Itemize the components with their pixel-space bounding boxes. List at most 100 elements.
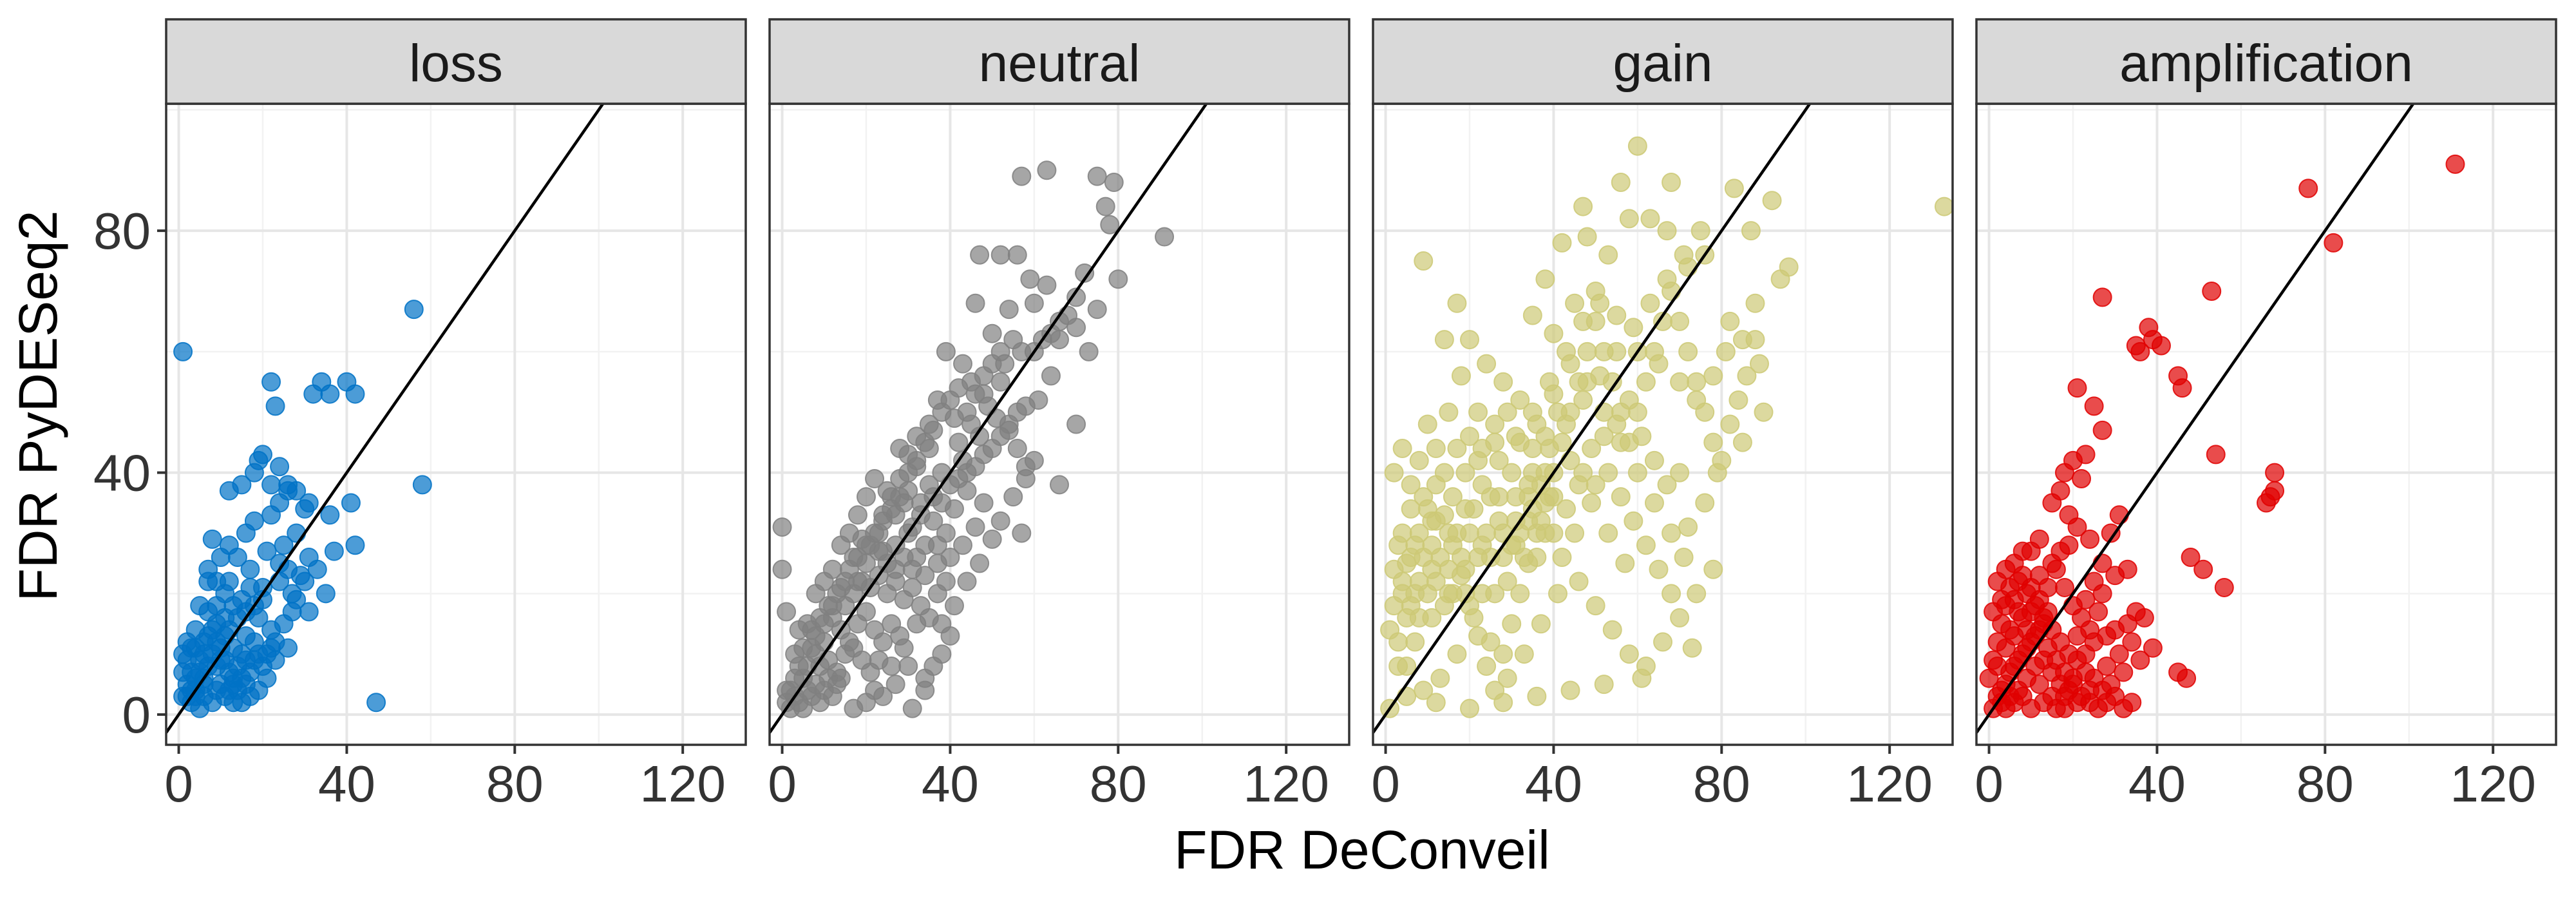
data-point [1439,402,1459,422]
data-point [173,686,193,706]
data-point [1607,305,1627,325]
facet-label-neutral: neutral [979,34,1141,93]
data-point [1569,475,1589,495]
data-point [1670,311,1690,331]
data-point [1100,215,1120,235]
data-point [953,535,972,555]
data-point [944,596,964,616]
data-point [1409,608,1429,628]
data-point [2009,602,2029,622]
data-point [1037,160,1057,180]
data-point [2193,559,2213,579]
data-point [2114,662,2134,682]
data-point [793,698,813,718]
panel-amplification: amplification 0 40 80 120 [1975,18,2557,812]
data-point [2076,590,2096,609]
data-point [822,596,842,616]
data-point [1075,263,1095,283]
data-point [1477,523,1497,543]
data-point [1477,656,1497,676]
x-tick-label: 40 [1525,755,1582,812]
data-point [1602,620,1622,640]
data-point [257,541,277,561]
data-point [936,341,956,361]
data-point [2181,548,2201,568]
data-point [2054,698,2074,718]
data-point [1594,341,1614,361]
data-point [1720,414,1740,434]
identity-line [770,104,1209,734]
data-point [1582,493,1602,513]
data-point [1522,402,1542,422]
x-tick-label: 40 [2128,755,2186,812]
data-point [1552,432,1572,452]
data-point [814,614,834,634]
data-point [1422,511,1442,531]
data-point [865,523,885,543]
data-point [1430,668,1450,688]
identity-line [1976,104,2416,734]
data-point [2084,571,2104,591]
data-point [886,675,905,695]
data-point [1745,293,1765,313]
data-point [1016,468,1036,488]
data-point [1531,614,1551,634]
data-point [1041,366,1061,386]
data-point [2134,608,2154,628]
data-point [2042,493,2062,513]
data-point [1443,487,1463,507]
data-point [270,457,290,477]
data-point [990,245,1010,265]
data-point [2017,620,2037,640]
points-loss [166,104,605,734]
data-point [999,300,1019,320]
data-point [1426,571,1446,591]
data-point [1569,372,1589,392]
data-point [873,632,893,652]
x-tick-label: 80 [1693,755,1750,812]
data-point [970,245,990,265]
data-point [999,420,1019,440]
data-point [1569,571,1589,591]
data-point [261,475,281,495]
data-point [1066,318,1086,338]
data-point [404,300,424,320]
data-point [965,517,985,537]
data-point [1477,354,1497,374]
data-point [1007,402,1027,422]
identity-line [1373,104,1812,734]
data-point [2172,378,2192,398]
y-tick-label: 0 [122,686,151,744]
data-point [1535,269,1555,289]
data-point [1690,221,1710,241]
data-point [2151,336,2171,356]
data-point [1657,221,1677,241]
x-tick-label: 120 [2450,755,2535,812]
data-point [1485,584,1505,604]
data-point [982,323,1002,343]
data-point [1662,584,1681,604]
data-point [202,529,222,549]
data-point [1750,354,1769,374]
data-point [1539,372,1559,392]
data-point [1745,330,1765,350]
data-point [2109,644,2129,664]
data-point [265,650,285,670]
data-point [1401,475,1421,495]
data-point [1598,463,1618,483]
data-point [2097,656,2117,676]
data-point [1602,372,1622,392]
data-point [261,372,281,392]
data-point [898,656,918,676]
data-point [2067,378,2087,398]
data-point [772,559,792,579]
facet-strip [768,18,1350,105]
data-point [1426,693,1446,713]
data-point [844,698,864,718]
data-point [1510,390,1530,410]
data-point [253,577,272,597]
data-point [1489,450,1509,470]
data-point [797,656,817,676]
data-point [1539,487,1559,507]
